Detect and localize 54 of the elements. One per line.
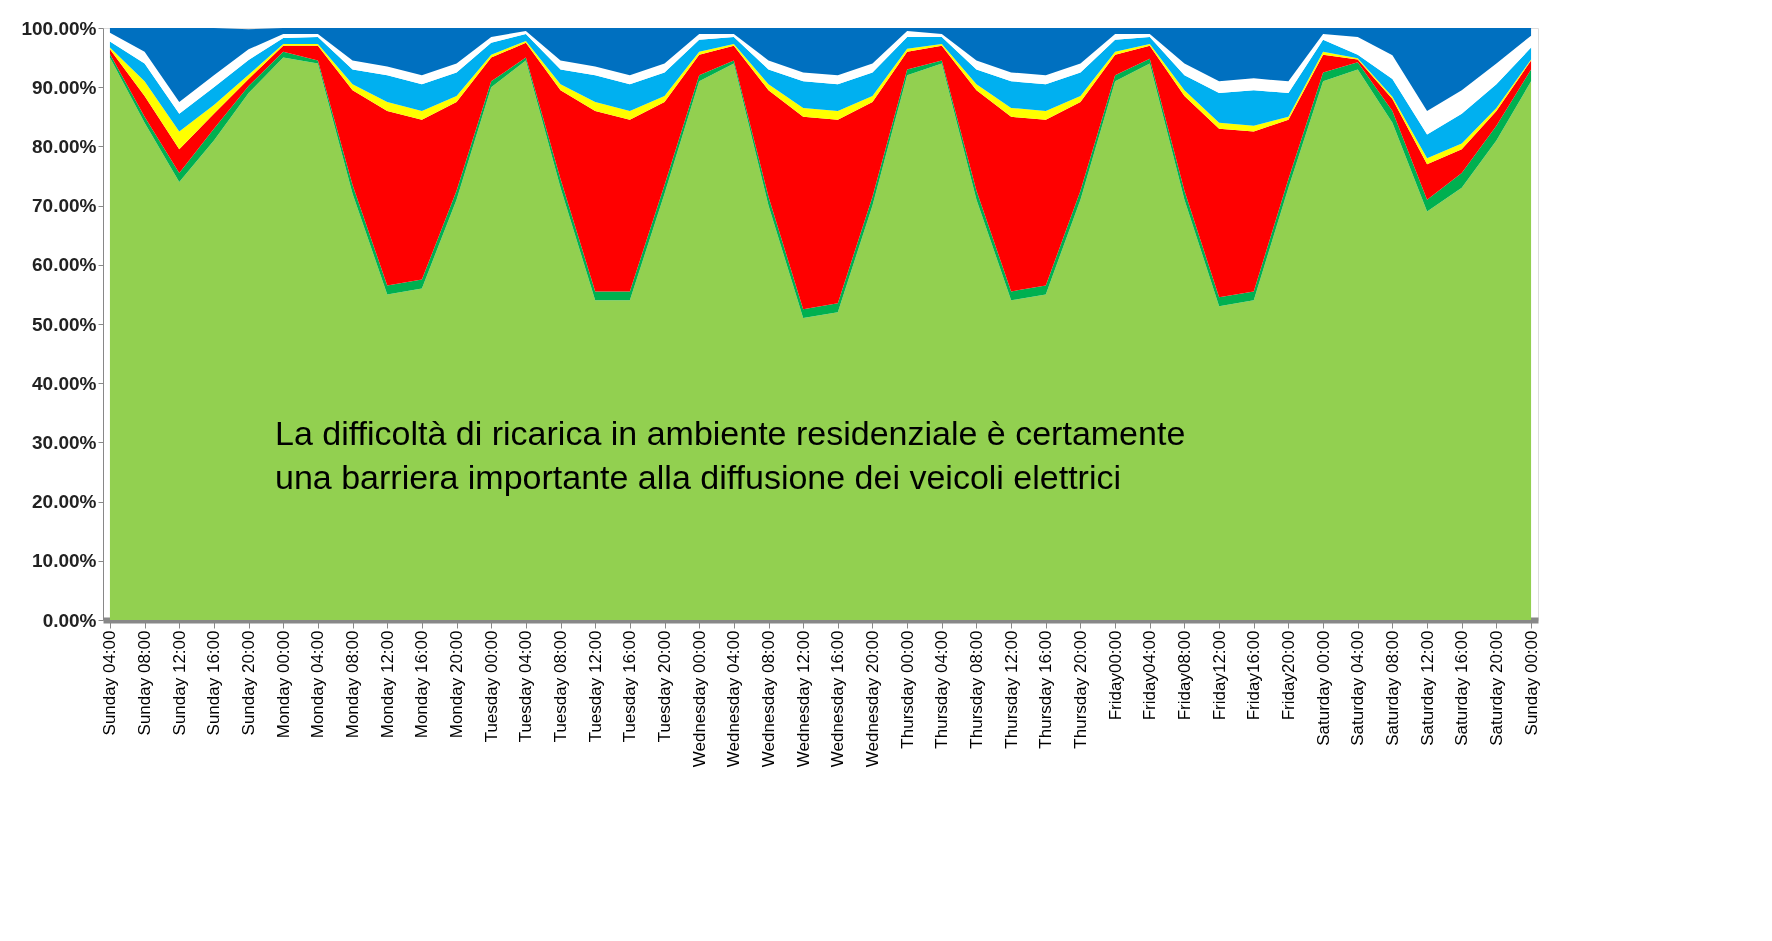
x-tick-label: Friday00:00 <box>1105 630 1125 721</box>
x-tick-label: Thursday 00:00 <box>897 630 917 749</box>
x-tick-label: Thursday 20:00 <box>1070 630 1090 749</box>
x-tick-label: Sunday 20:00 <box>239 630 259 736</box>
x-tick-label: Friday12:00 <box>1209 630 1229 721</box>
x-tick-label: Friday04:00 <box>1140 630 1160 721</box>
x-tick-label: Monday 12:00 <box>377 630 397 739</box>
x-tick-label: Tuesday 08:00 <box>551 630 571 743</box>
x-tick-label: Saturday 12:00 <box>1417 630 1437 746</box>
x-tick-label: Friday16:00 <box>1244 630 1264 721</box>
y-tick-label: 0.00% <box>42 609 97 631</box>
x-tick-label: Monday 00:00 <box>273 630 293 739</box>
y-tick-label: 70.00% <box>32 195 97 217</box>
annotation: La difficoltà di ricarica in ambiente residenziale è certamente una barriera importante alla diffusione dei veicoli elettrici <box>275 414 1186 496</box>
x-tick-label: Sunday 00:00 <box>1521 630 1541 736</box>
x-tick-label: Thursday 12:00 <box>1001 630 1021 749</box>
x-tick-label: Tuesday 20:00 <box>655 630 675 743</box>
x-tick-label: Thursday 16:00 <box>1036 630 1056 749</box>
x-tick-label: Saturday 04:00 <box>1348 630 1368 746</box>
y-tick-label: 60.00% <box>32 254 97 276</box>
y-tick-label: 40.00% <box>32 372 97 394</box>
y-tick-label: 80.00% <box>32 135 97 157</box>
x-tick-label: Wednesday 12:00 <box>793 630 813 768</box>
x-tick-label: Sunday 16:00 <box>204 630 224 736</box>
y-tick-label: 50.00% <box>32 313 97 335</box>
x-tick-label: Sunday 08:00 <box>135 630 155 736</box>
x-tick-label: Wednesday 00:00 <box>689 630 709 768</box>
x-tick-label: Monday 16:00 <box>412 630 432 739</box>
x-tick-label: Tuesday 00:00 <box>481 630 501 743</box>
x-tick-label: Tuesday 04:00 <box>516 630 536 743</box>
x-tick-label: Monday 04:00 <box>308 630 328 739</box>
x-tick-label: Monday 20:00 <box>447 630 467 739</box>
x-tick-label: Tuesday 16:00 <box>620 630 640 743</box>
x-tick-label: Saturday 00:00 <box>1313 630 1333 746</box>
y-tick-label: 10.00% <box>32 550 97 572</box>
x-tick-label: Wednesday 04:00 <box>724 630 744 768</box>
y-tick-label: 20.00% <box>32 491 97 513</box>
x-tick-label: Wednesday 20:00 <box>862 630 882 768</box>
x-tick-label: Thursday 08:00 <box>966 630 986 749</box>
x-tick-label: Saturday 16:00 <box>1452 630 1472 746</box>
y-tick-label: 100.00% <box>21 17 97 39</box>
x-tick-label: Friday08:00 <box>1174 630 1194 721</box>
x-tick-label: Friday20:00 <box>1278 630 1298 721</box>
y-tick-label: 90.00% <box>32 76 97 98</box>
x-tick-label: Saturday 08:00 <box>1382 630 1402 746</box>
y-tick-label: 30.00% <box>32 431 97 453</box>
x-tick-label: Thursday 04:00 <box>932 630 952 749</box>
x-tick-label: Tuesday 12:00 <box>585 630 605 743</box>
x-tick-label: Wednesday 16:00 <box>828 630 848 768</box>
x-tick-label: Wednesday 08:00 <box>759 630 779 768</box>
x-tick-label: Monday 08:00 <box>343 630 363 739</box>
x-tick-label: Saturday 20:00 <box>1486 630 1506 746</box>
x-tick-label: Sunday 12:00 <box>169 630 189 736</box>
x-tick-label: Sunday 04:00 <box>100 630 120 736</box>
